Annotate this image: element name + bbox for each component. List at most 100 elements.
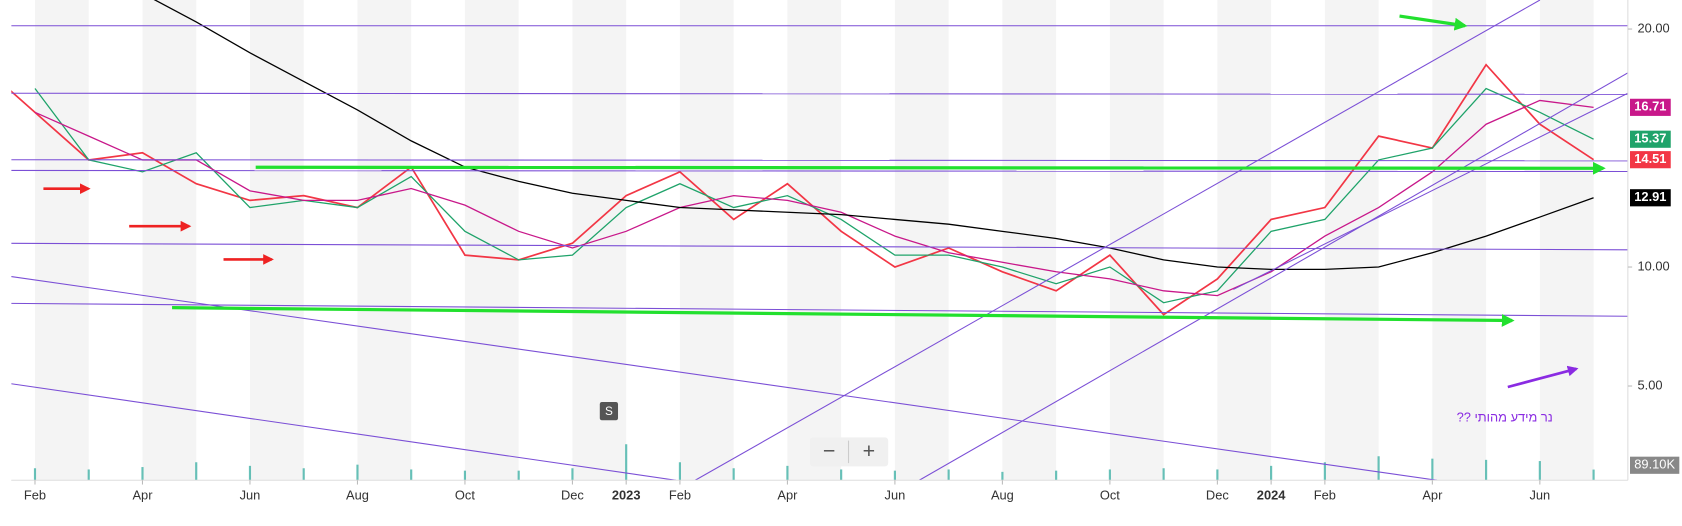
trend-line — [11, 169, 1628, 173]
volume-bar — [840, 469, 843, 481]
series-line — [153, 0, 1594, 271]
volume-bar — [463, 470, 467, 481]
arrow — [1399, 14, 1468, 31]
arrow — [172, 306, 1515, 327]
y-tick-label: 20.00 — [1638, 20, 1670, 35]
price-label: 14.51 — [1634, 151, 1666, 166]
month-band — [894, 0, 949, 481]
x-tick-label: Aug — [991, 488, 1014, 503]
volume-bar — [678, 462, 681, 481]
trend-line — [1233, 92, 1628, 290]
split-marker[interactable]: S — [605, 405, 613, 418]
price-badge — [1630, 98, 1671, 116]
month-band — [357, 0, 412, 481]
volume-bar — [732, 468, 735, 481]
price-badge — [1630, 130, 1671, 148]
trend-line — [11, 242, 1628, 251]
volume-bar — [1377, 456, 1380, 481]
volume-bar — [1108, 469, 1111, 481]
trend-line — [694, 0, 1541, 481]
volume-layer — [33, 444, 1595, 481]
volume-bar — [248, 465, 252, 481]
month-band — [679, 0, 734, 481]
x-tick-label: Feb — [1314, 488, 1336, 503]
volume-bar — [410, 469, 413, 481]
trend-line — [11, 302, 1628, 317]
month-band — [787, 0, 842, 481]
volume-bar — [1592, 469, 1595, 481]
month-band — [1002, 0, 1057, 481]
volume-badge — [1630, 456, 1680, 474]
x-tick-label: 2023 — [612, 488, 641, 503]
volume-bar — [1216, 469, 1219, 481]
volume-bar — [893, 470, 896, 481]
price-layer — [11, 0, 1595, 316]
y-tick-label: 10.00 — [1638, 258, 1670, 273]
series-line — [34, 99, 1594, 297]
volume-bar — [87, 469, 90, 481]
month-band — [1324, 0, 1379, 481]
month-band — [34, 0, 89, 481]
month-band — [1217, 0, 1272, 481]
x-tick-label: Jun — [240, 488, 261, 503]
price-label: 16.71 — [1634, 99, 1666, 114]
volume-bar — [947, 469, 950, 481]
month-band — [464, 0, 519, 481]
price-badge — [1630, 189, 1671, 207]
zoom-in[interactable]: + — [863, 439, 876, 463]
price-badge — [1630, 151, 1671, 169]
x-tick-label: Aug — [346, 488, 369, 503]
volume-bar — [1162, 468, 1165, 481]
volume-bar — [302, 468, 305, 481]
price-label: 15.37 — [1634, 131, 1666, 146]
volume-bar — [1001, 471, 1004, 481]
month-band — [1432, 0, 1487, 481]
background — [34, 0, 1594, 481]
series-line — [34, 87, 1594, 304]
month-band — [249, 0, 304, 481]
arrow — [1507, 365, 1579, 389]
month-band — [142, 0, 197, 481]
x-tick-label: Apr — [777, 488, 798, 503]
volume-bar — [1538, 461, 1541, 481]
x-tick-label: Apr — [132, 488, 153, 503]
zoom-out[interactable]: − — [823, 439, 836, 463]
series-line — [11, 63, 1595, 316]
volume-bar — [1323, 462, 1326, 481]
price-label: 12.91 — [1634, 189, 1666, 204]
volume-bar — [625, 444, 628, 481]
arrow — [255, 161, 1606, 175]
volume-bar — [1431, 458, 1434, 481]
month-band — [1539, 0, 1594, 481]
volume-bar — [1485, 459, 1488, 481]
x-tick-label: 2024 — [1257, 488, 1286, 503]
y-tick-label: 5.00 — [1638, 377, 1663, 392]
x-tick-label: Dec — [1206, 488, 1229, 503]
volume-bar — [195, 462, 198, 481]
trend-line — [918, 72, 1628, 481]
x-tick-label: Dec — [561, 488, 584, 503]
axes: 5.00 10.00 20.00 Feb Apr Jun Aug Oct Dec 2023 Feb A… — [24, 20, 1680, 503]
x-tick-label: Jun — [1529, 488, 1550, 503]
volume-bar — [356, 464, 359, 481]
x-tick-label: Feb — [24, 488, 46, 503]
annotation: נר מידע מהותי ?? — [1457, 409, 1553, 424]
trend-line — [11, 276, 1438, 481]
month-band — [1109, 0, 1164, 481]
x-tick-label: Oct — [455, 488, 475, 503]
trend-line — [11, 159, 1628, 162]
volume-bar — [1270, 465, 1273, 481]
x-tick-label: Jun — [885, 488, 906, 503]
volume-bar — [517, 470, 520, 481]
trend-line — [11, 92, 1628, 95]
split-marker-box[interactable] — [599, 402, 619, 421]
volume-bar — [141, 467, 144, 481]
trend-line — [11, 383, 676, 481]
volume-bar — [571, 468, 574, 481]
drawings — [11, 0, 1628, 481]
x-tick-label: Feb — [669, 488, 691, 503]
volume-bar — [33, 468, 37, 481]
volume-bar — [1055, 470, 1058, 481]
volume-label: 89.10K — [1634, 457, 1675, 472]
